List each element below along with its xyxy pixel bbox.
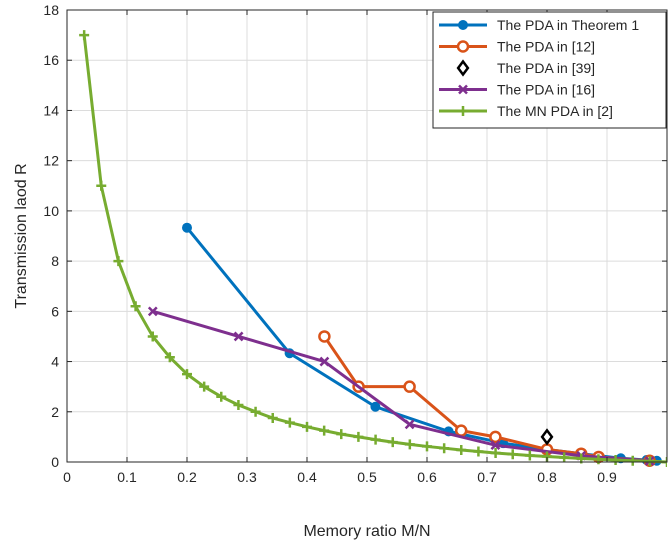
series-4 xyxy=(79,30,667,467)
y-tick-label: 4 xyxy=(51,354,59,370)
y-tick-label: 2 xyxy=(51,404,59,420)
data-point xyxy=(250,406,261,417)
legend-entry: The PDA in [39] xyxy=(456,59,595,77)
legend-marker xyxy=(456,59,470,77)
data-point xyxy=(199,381,210,392)
legend-entry: The PDA in Theorem 1 xyxy=(439,17,639,33)
data-point xyxy=(439,443,450,454)
data-point xyxy=(490,440,501,451)
data-point xyxy=(610,454,621,465)
data-point xyxy=(233,399,244,410)
data-point xyxy=(644,456,655,467)
data-point xyxy=(318,330,331,343)
data-point xyxy=(559,452,570,463)
data-point xyxy=(319,425,330,436)
data-point xyxy=(456,444,467,455)
x-tick-label: 0.6 xyxy=(417,469,437,485)
data-point xyxy=(147,306,158,317)
legend-box xyxy=(432,11,667,129)
data-point xyxy=(79,30,90,41)
data-point xyxy=(473,446,484,457)
x-tick-label: 0.8 xyxy=(537,469,557,485)
data-point xyxy=(182,369,192,380)
y-tick-label: 8 xyxy=(51,253,59,269)
data-point xyxy=(490,447,501,458)
legend-label: The PDA in [16] xyxy=(497,82,595,98)
data-point xyxy=(284,417,295,428)
data-point xyxy=(130,301,141,312)
data-point xyxy=(370,434,381,445)
data-point xyxy=(96,180,107,191)
x-tick-label: 0.9 xyxy=(597,469,617,485)
data-point xyxy=(164,352,175,363)
legend-marker xyxy=(456,40,470,53)
legend: The PDA in Theorem 1 The PDA in [12] The P… xyxy=(432,11,667,129)
data-point xyxy=(302,421,312,432)
data-point xyxy=(540,428,554,446)
x-tick-label: 0.7 xyxy=(477,469,497,485)
x-tick-label: 0.5 xyxy=(357,469,377,485)
data-point xyxy=(336,429,347,440)
data-point xyxy=(113,256,124,267)
legend-label: The MN PDA in [2] xyxy=(497,103,613,119)
x-tick-label: 0.2 xyxy=(177,469,197,485)
data-point xyxy=(454,424,468,437)
data-point xyxy=(593,454,604,465)
y-tick-label: 14 xyxy=(43,102,59,118)
legend-label: The PDA in [12] xyxy=(497,39,595,55)
series-2 xyxy=(540,428,554,446)
data-point xyxy=(524,450,535,461)
legend-entry: The PDA in [16] xyxy=(439,82,595,98)
data-point xyxy=(627,455,638,466)
data-point xyxy=(267,413,278,424)
legend-marker xyxy=(458,106,468,116)
x-axis-label: Memory ratio M/N xyxy=(303,523,430,540)
legend-label: The PDA in Theorem 1 xyxy=(497,17,639,33)
x-tick-label: 0.4 xyxy=(297,469,317,485)
x-tick-label: 0.1 xyxy=(117,469,137,485)
y-tick-label: 16 xyxy=(43,52,59,68)
y-tick-label: 10 xyxy=(43,203,59,219)
legend-marker xyxy=(458,20,468,30)
y-axis-label: Transmission laod R xyxy=(13,163,30,308)
legend-entry: The PDA in [12] xyxy=(439,39,595,55)
data-point xyxy=(353,431,364,442)
data-point xyxy=(147,331,158,342)
series-layer xyxy=(79,30,667,467)
data-point xyxy=(370,401,381,412)
data-point xyxy=(404,439,415,450)
data-point xyxy=(319,356,330,367)
y-tick-label: 12 xyxy=(43,153,59,169)
data-point xyxy=(182,222,192,233)
axis-ticks: 0 0.1 0.2 0.3 0.4 0.5 0.6 0.7 0.8 0.9 0 2 4 6 8 10 12 14 1… xyxy=(43,2,667,485)
data-point xyxy=(387,437,398,448)
legend-label: The PDA in [39] xyxy=(497,60,595,76)
x-tick-label: 0 xyxy=(63,469,71,485)
data-point xyxy=(489,430,502,444)
data-point xyxy=(233,331,244,342)
data-point xyxy=(404,419,415,430)
y-tick-label: 6 xyxy=(51,303,59,319)
data-point xyxy=(216,391,227,402)
data-point xyxy=(422,441,432,452)
legend-entry: The MN PDA in [2] xyxy=(439,103,613,119)
legend-marker xyxy=(458,84,468,95)
data-point xyxy=(403,380,416,393)
data-point xyxy=(507,449,518,460)
y-tick-label: 0 xyxy=(51,454,59,470)
x-tick-label: 0.3 xyxy=(237,469,257,485)
y-tick-label: 18 xyxy=(43,2,59,18)
